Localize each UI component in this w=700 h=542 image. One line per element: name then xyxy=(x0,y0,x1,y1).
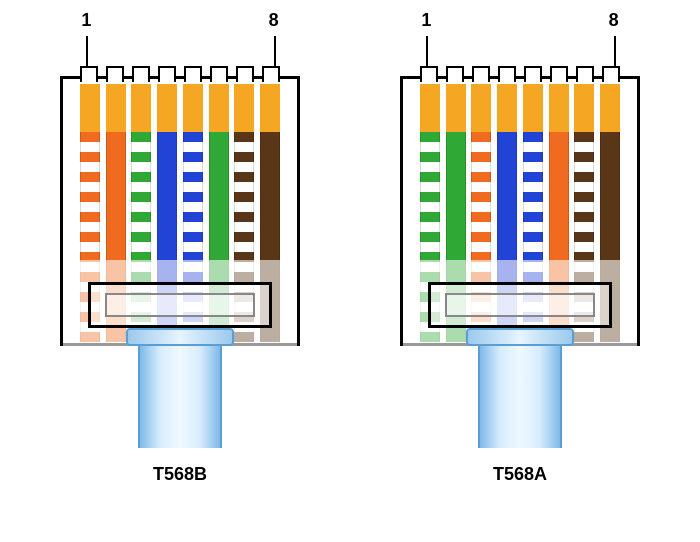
pin-tooth xyxy=(262,66,280,82)
pin-tooth xyxy=(80,66,98,82)
pin-label-1: 1 xyxy=(421,10,431,31)
pin-tooth xyxy=(420,66,438,82)
pin-tooth xyxy=(446,66,464,82)
pin-label-1: 1 xyxy=(81,10,91,31)
pin-teeth xyxy=(420,66,620,82)
contact xyxy=(131,84,151,132)
pin-tooth xyxy=(524,66,542,82)
cable-jacket-collar xyxy=(466,328,574,346)
contact xyxy=(234,84,254,132)
pin-tooth xyxy=(472,66,490,82)
connector-t568b: 18T568B xyxy=(50,10,310,485)
contact xyxy=(209,84,229,132)
cable-jacket xyxy=(478,328,562,448)
pin-tooth xyxy=(106,66,124,82)
pin-tooth xyxy=(576,66,594,82)
connector-body xyxy=(400,70,640,450)
latch-inner xyxy=(105,293,255,317)
contact xyxy=(106,84,126,132)
pin-tooth xyxy=(236,66,254,82)
connector-label: T568A xyxy=(390,464,650,485)
pin-tooth xyxy=(602,66,620,82)
pin-tooth xyxy=(498,66,516,82)
latch-inner xyxy=(445,293,595,317)
pin-tooth xyxy=(158,66,176,82)
pin-teeth xyxy=(80,66,280,82)
pin-tooth xyxy=(550,66,568,82)
contact xyxy=(497,84,517,132)
pin-tooth xyxy=(132,66,150,82)
pin-label-8: 8 xyxy=(269,10,279,31)
wiring-diagram: 18T568B18T568A xyxy=(0,0,700,485)
contact xyxy=(157,84,177,132)
pin-labels: 18 xyxy=(50,10,310,70)
contact xyxy=(183,84,203,132)
contact xyxy=(260,84,280,132)
cable-jacket-collar xyxy=(126,328,234,346)
pin-tooth xyxy=(184,66,202,82)
latch xyxy=(88,282,272,328)
pin-tooth xyxy=(210,66,228,82)
pin-labels: 18 xyxy=(390,10,650,70)
gold-contacts xyxy=(80,84,280,132)
gold-contacts xyxy=(420,84,620,132)
connector-label: T568B xyxy=(50,464,310,485)
connector-t568a: 18T568A xyxy=(390,10,650,485)
contact xyxy=(574,84,594,132)
contact xyxy=(420,84,440,132)
contact xyxy=(600,84,620,132)
contact xyxy=(523,84,543,132)
cable-jacket xyxy=(138,328,222,448)
contact xyxy=(80,84,100,132)
contact xyxy=(446,84,466,132)
pin-label-8: 8 xyxy=(609,10,619,31)
contact xyxy=(549,84,569,132)
latch xyxy=(428,282,612,328)
connector-body xyxy=(60,70,300,450)
contact xyxy=(471,84,491,132)
